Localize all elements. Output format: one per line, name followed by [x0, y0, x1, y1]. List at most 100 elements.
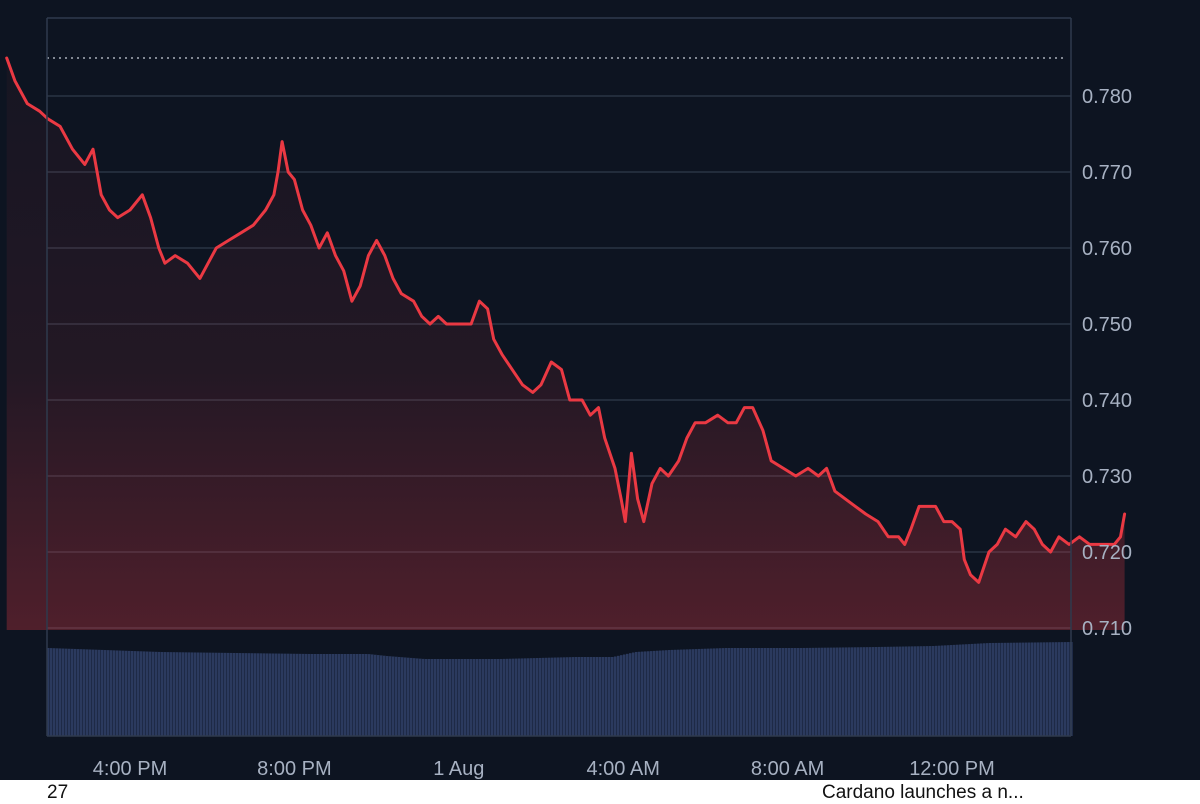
volume-bar [125, 650, 128, 736]
volume-bar [530, 658, 533, 736]
volume-bar [968, 644, 971, 736]
volume-bar [320, 654, 323, 736]
volume-bar [56, 648, 59, 736]
volume-bar [407, 657, 410, 736]
volume-bar [344, 654, 347, 736]
volume-bar [77, 649, 80, 736]
volume-bar [905, 646, 908, 736]
volume-bar [1016, 642, 1019, 736]
price-chart-svg: 0.710 0.720 0.730 0.740 0.750 0.760 0.770 0.780… [5, 17, 1132, 780]
volume-bar [794, 648, 797, 736]
volume-bar [701, 648, 704, 736]
volume-bar [221, 652, 224, 736]
y-tick-label: 0.720 [1082, 542, 1132, 564]
volume-bar [155, 651, 158, 736]
volume-bar [158, 651, 161, 736]
volume-bar [323, 654, 326, 736]
volume-bar [1037, 642, 1040, 736]
volume-bar [722, 648, 725, 736]
volume-bar [263, 653, 266, 736]
volume-bar [416, 658, 419, 736]
volume-bar [833, 647, 836, 736]
volume-bar [749, 648, 752, 736]
volume-bar [443, 659, 446, 736]
volume-bar [239, 653, 242, 736]
y-tick-label: 0.750 [1082, 314, 1132, 336]
volume-bar [383, 655, 386, 736]
volume-bar [458, 659, 461, 736]
volume-bar [332, 654, 335, 736]
volume-bar [1019, 642, 1022, 736]
volume-bar [713, 648, 716, 736]
volume-bar [857, 647, 860, 736]
footer-news-link[interactable]: Cardano launches a n... [822, 782, 1024, 803]
volume-bar [752, 648, 755, 736]
volume-bar [374, 654, 377, 736]
volume-bar [233, 652, 236, 736]
volume-bar [257, 653, 260, 736]
volume-bar [866, 647, 869, 736]
volume-bar [149, 651, 152, 736]
volume-bar [95, 649, 98, 736]
y-tick-label: 0.740 [1082, 390, 1132, 412]
volume-bar [470, 659, 473, 736]
volume-bar [434, 659, 437, 736]
volume-bar [938, 645, 941, 736]
volume-bar [566, 657, 569, 736]
volume-bar [698, 648, 701, 736]
volume-bar [446, 659, 449, 736]
volume-bar [203, 652, 206, 736]
volume-bar [62, 648, 65, 736]
volume-bar [299, 653, 302, 736]
volume-bar [254, 653, 257, 736]
volume-bar [569, 657, 572, 736]
volume-bar [635, 651, 638, 736]
volume-bar [782, 648, 785, 736]
volume-bar [242, 653, 245, 736]
volume-bar [1067, 642, 1070, 736]
volume-bar [809, 647, 812, 736]
volume-bar [356, 654, 359, 736]
volume-bar [650, 651, 653, 736]
volume-bar [68, 648, 71, 736]
volume-bar [500, 658, 503, 736]
volume-bar [644, 651, 647, 736]
volume-bar [731, 648, 734, 736]
volume-bar [536, 658, 539, 736]
volume-bar [911, 646, 914, 736]
volume-bar [923, 646, 926, 736]
volume-bar [545, 657, 548, 736]
volume-bar [614, 656, 617, 736]
volume-bar [875, 647, 878, 736]
volume-bar [380, 655, 383, 736]
volume-bar [371, 654, 374, 736]
volume-bar [737, 648, 740, 736]
volume-bar [1007, 642, 1010, 736]
volume-bar [599, 657, 602, 736]
volume-bar [812, 647, 815, 736]
volume-bar [176, 652, 179, 736]
volume-bar [524, 658, 527, 736]
volume-bar [551, 657, 554, 736]
volume-bar [995, 642, 998, 736]
volume-bar [587, 657, 590, 736]
price-area-fill [6, 58, 1125, 630]
volume-bar [92, 649, 95, 736]
volume-bar [98, 649, 101, 736]
volume-bar [719, 648, 722, 736]
volume-bar [164, 652, 167, 736]
volume-bar [665, 650, 668, 736]
volume-bar [464, 659, 467, 736]
volume-bar [107, 650, 110, 736]
volume-bar [533, 658, 536, 736]
volume-bar [617, 655, 620, 736]
volume-bar [821, 647, 824, 736]
volume-bar [542, 657, 545, 736]
volume-bar [185, 652, 188, 736]
volume-bar [317, 654, 320, 736]
volume-bar [527, 658, 530, 736]
volume-bar [998, 642, 1001, 736]
volume-bar [548, 657, 551, 736]
volume-bar [734, 648, 737, 736]
volume-bar [863, 647, 866, 736]
